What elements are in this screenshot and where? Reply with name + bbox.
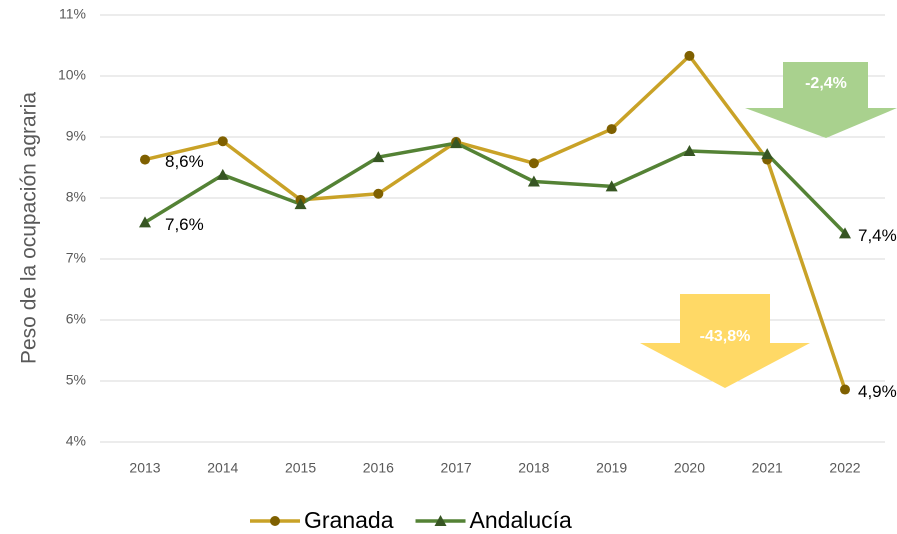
marker: [683, 145, 696, 157]
x-tick-label: 2018: [518, 460, 549, 476]
y-tick-label: 7%: [66, 250, 86, 266]
annotation-arrow: [680, 294, 770, 343]
y-tick-label: 4%: [66, 433, 86, 449]
annotation: -2,4%: [805, 75, 847, 92]
annotation-arrow: [783, 62, 868, 108]
series-line: [144, 54, 847, 391]
x-tick-label: 2017: [441, 460, 472, 476]
legend-marker: [434, 515, 447, 526]
marker: [217, 136, 228, 147]
legend-label: Andalucía: [470, 507, 573, 533]
x-tick-label: 2015: [285, 460, 316, 476]
x-tick-label: 2020: [674, 460, 705, 476]
marker: [373, 188, 384, 199]
marker: [606, 124, 617, 135]
marker: [527, 175, 540, 187]
marker: [450, 137, 463, 149]
y-tick-label: 5%: [66, 372, 86, 388]
annotation-arrow: [745, 108, 897, 138]
marker: [140, 154, 150, 165]
y-tick-label: 11%: [59, 6, 86, 22]
marker: [294, 198, 307, 210]
marker: [839, 227, 851, 239]
data-label: 8,6%: [165, 152, 204, 171]
marker: [840, 384, 850, 395]
y-axis-label: Peso de la ocupación agraria: [18, 92, 41, 364]
y-tick-label: 6%: [66, 311, 86, 327]
marker: [216, 168, 229, 180]
x-tick-label: 2014: [207, 460, 238, 476]
annotation: -43,8%: [700, 328, 751, 345]
x-tick-label: 2019: [596, 460, 627, 476]
annotation-arrow: [640, 343, 810, 388]
marker: [761, 148, 774, 160]
data-label: 7,4%: [858, 226, 897, 245]
x-tick-label: 2013: [129, 460, 160, 476]
data-label: 4,9%: [858, 382, 897, 401]
marker: [605, 180, 618, 192]
data-label: 7,6%: [165, 215, 204, 234]
marker: [528, 158, 539, 169]
x-tick-label: 2022: [829, 460, 860, 476]
marker: [139, 216, 151, 228]
x-tick-label: 2016: [363, 460, 394, 476]
marker: [372, 151, 385, 163]
y-tick-label: 9%: [66, 128, 86, 144]
marker: [684, 50, 695, 61]
series-line: [144, 141, 847, 235]
legend-label: Granada: [304, 507, 394, 533]
y-tick-label: 10%: [58, 67, 86, 83]
y-tick-label: 8%: [66, 189, 86, 205]
legend-marker: [270, 516, 280, 526]
x-tick-label: 2021: [752, 460, 783, 476]
